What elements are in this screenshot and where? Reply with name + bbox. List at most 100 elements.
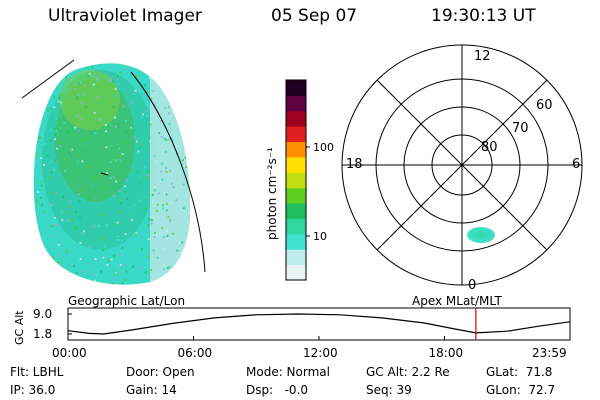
speckle bbox=[101, 188, 104, 191]
speckle bbox=[55, 223, 58, 226]
speckle bbox=[196, 194, 198, 196]
speckle bbox=[167, 215, 170, 218]
altitude-plot: Geographic Lat/Lon Apex MLat/MLT 9.0 1.8… bbox=[13, 294, 571, 360]
speckle bbox=[175, 199, 178, 202]
speckle bbox=[56, 255, 59, 258]
speckle bbox=[175, 146, 177, 148]
speckle bbox=[70, 219, 72, 222]
speckle bbox=[149, 73, 152, 76]
speckle bbox=[84, 218, 87, 221]
colorbar-segment bbox=[286, 95, 306, 112]
speckle bbox=[68, 200, 71, 203]
speckle bbox=[109, 144, 112, 147]
speckle bbox=[148, 220, 151, 223]
speckle bbox=[149, 123, 152, 126]
speckle bbox=[135, 75, 138, 78]
speckle bbox=[119, 211, 122, 214]
speckle bbox=[56, 223, 59, 226]
speckle bbox=[115, 180, 118, 183]
speckle bbox=[204, 251, 206, 253]
speckle bbox=[153, 64, 156, 67]
speckle bbox=[55, 129, 58, 132]
speckle bbox=[167, 96, 170, 99]
ytick-label-9: 9.0 bbox=[33, 307, 52, 321]
speckle bbox=[50, 160, 53, 163]
speckle bbox=[47, 109, 50, 112]
aurora-glow-core bbox=[60, 70, 120, 130]
speckle bbox=[147, 238, 150, 241]
xtick-label: 00:00 bbox=[52, 346, 87, 360]
speckle bbox=[48, 84, 50, 87]
speckle bbox=[130, 218, 133, 221]
speckle bbox=[136, 103, 139, 106]
speckle bbox=[103, 245, 106, 248]
speckle bbox=[53, 95, 56, 98]
colorbar: 100 10 photon cm⁻²s⁻¹ bbox=[265, 79, 334, 281]
speckle bbox=[94, 279, 96, 282]
speckle bbox=[116, 244, 119, 247]
speckle bbox=[111, 158, 114, 161]
speckle bbox=[127, 212, 130, 215]
speckle bbox=[125, 92, 128, 95]
speckle bbox=[162, 236, 165, 238]
speckle bbox=[55, 191, 57, 194]
speckle bbox=[106, 264, 109, 267]
info-gain: Gain: 14 bbox=[126, 383, 177, 397]
speckle bbox=[51, 224, 54, 227]
limb-haze bbox=[150, 63, 190, 285]
speckle bbox=[120, 198, 123, 201]
speckle bbox=[49, 107, 52, 110]
speckle bbox=[123, 190, 126, 193]
speckle bbox=[50, 176, 53, 179]
speckle bbox=[172, 186, 175, 189]
speckle bbox=[118, 126, 121, 129]
speckle bbox=[200, 269, 202, 271]
speckle bbox=[42, 74, 45, 77]
speckle bbox=[81, 60, 83, 62]
speckle bbox=[153, 66, 156, 68]
speckle bbox=[167, 73, 170, 76]
speckle bbox=[53, 127, 56, 130]
speckle bbox=[67, 130, 70, 133]
speckle bbox=[165, 202, 168, 205]
speckle bbox=[136, 171, 139, 174]
speckle bbox=[117, 192, 120, 195]
colorbar-segment bbox=[286, 80, 306, 96]
speckle bbox=[96, 77, 99, 80]
speckle bbox=[38, 247, 41, 249]
polar-plot: 12 18 6 0 60 70 80 bbox=[341, 44, 583, 293]
speckle bbox=[79, 189, 82, 192]
speckle bbox=[75, 211, 77, 214]
speckle bbox=[160, 120, 163, 122]
speckle bbox=[182, 207, 185, 210]
speckle bbox=[77, 130, 80, 133]
speckle bbox=[74, 115, 77, 118]
speckle bbox=[185, 165, 188, 168]
speckle bbox=[62, 93, 65, 96]
xtick-label: 23:59 bbox=[532, 346, 567, 360]
speckle bbox=[42, 133, 45, 136]
speckle bbox=[164, 239, 167, 242]
speckle bbox=[78, 82, 81, 85]
speckle bbox=[104, 124, 107, 126]
speckle bbox=[83, 60, 85, 62]
speckle bbox=[52, 256, 55, 259]
speckle bbox=[35, 111, 38, 114]
speckle bbox=[96, 275, 99, 278]
speckle bbox=[133, 93, 136, 96]
speckle bbox=[60, 141, 63, 144]
speckle bbox=[107, 260, 110, 263]
speckle bbox=[56, 266, 59, 269]
speckle bbox=[204, 67, 206, 69]
speckle bbox=[146, 77, 149, 80]
speckle bbox=[98, 117, 101, 120]
speckle bbox=[144, 84, 147, 87]
auroral-spot bbox=[467, 227, 495, 243]
speckle bbox=[112, 194, 115, 197]
speckle bbox=[67, 206, 70, 208]
speckle bbox=[51, 192, 54, 195]
speckle bbox=[152, 90, 155, 93]
speckle bbox=[93, 225, 96, 228]
speckle bbox=[151, 193, 154, 196]
info-dsp: Dsp: -0.0 bbox=[246, 383, 309, 397]
